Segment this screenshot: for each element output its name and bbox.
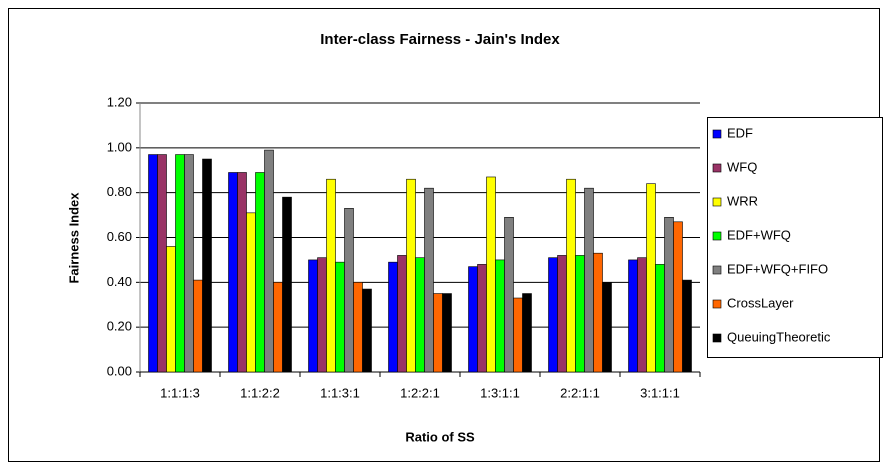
legend-label: QueuingTheoretic (727, 329, 831, 344)
bar (397, 255, 407, 373)
legend-label: EDF+WFQ (727, 227, 791, 242)
bar (282, 196, 292, 373)
y-tick-label: 0.20 (107, 319, 132, 334)
bar (237, 172, 247, 373)
bar (362, 288, 372, 373)
y-axis-label: Fairness Index (66, 192, 81, 284)
bar (228, 172, 238, 373)
y-tick-label: 0.40 (107, 274, 132, 289)
bar (246, 212, 256, 373)
x-axis-label: Ratio of SS (405, 429, 475, 444)
y-tick-label: 0.80 (107, 184, 132, 199)
x-tick-label: 1:3:1:1 (480, 385, 520, 400)
legend-swatch (712, 333, 722, 343)
bar (628, 259, 638, 373)
bar (202, 158, 212, 373)
bar (388, 261, 398, 373)
x-tick-label: 3:1:1:1 (640, 385, 680, 400)
bar (646, 183, 656, 373)
legend-label: EDF (727, 125, 753, 140)
bar (522, 293, 532, 373)
bar (317, 257, 327, 373)
bar (424, 187, 434, 373)
legend-swatch (712, 231, 722, 241)
bar (486, 176, 496, 373)
legend-label: CrossLayer (727, 295, 794, 310)
bar (433, 293, 443, 373)
x-tick-label: 1:1:1:3 (160, 385, 200, 400)
bar (566, 178, 576, 373)
legend-swatch (712, 129, 722, 139)
bar (344, 208, 354, 373)
bar (442, 293, 452, 373)
legend-swatch (712, 197, 722, 207)
x-tick-label: 1:2:2:1 (400, 385, 440, 400)
bar (308, 259, 318, 373)
x-tick-label: 1:1:3:1 (320, 385, 360, 400)
bar (157, 154, 167, 373)
bar (175, 154, 185, 373)
bar (148, 154, 158, 373)
x-tick-label: 2:2:1:1 (560, 385, 600, 400)
bar (326, 178, 336, 373)
bar (335, 261, 345, 373)
bar (593, 252, 603, 373)
legend-swatch (712, 163, 722, 173)
legend-box (707, 117, 883, 358)
bar (166, 246, 176, 373)
bar (477, 264, 487, 373)
bar (673, 221, 683, 373)
bar (602, 282, 612, 373)
bar (655, 264, 665, 373)
bar (504, 217, 514, 373)
bar (495, 259, 505, 373)
bar (353, 282, 363, 373)
y-tick-label: 0.60 (107, 229, 132, 244)
bar (548, 257, 558, 373)
bar (468, 266, 478, 373)
bar (255, 172, 265, 373)
legend-label: EDF+WFQ+FIFO (727, 261, 828, 276)
y-tick-label: 1.00 (107, 139, 132, 154)
bar (584, 187, 594, 373)
bar (637, 257, 647, 373)
y-tick-label: 0.00 (107, 363, 132, 378)
legend-swatch (712, 265, 722, 275)
bar (575, 255, 585, 373)
bar (557, 255, 567, 373)
chart-title: Inter-class Fairness - Jain's Index (320, 31, 560, 48)
x-tick-label: 1:1:2:2 (240, 385, 280, 400)
y-tick-label: 1.20 (107, 94, 132, 109)
bar (184, 154, 194, 373)
bar (406, 178, 416, 373)
bar (273, 282, 283, 373)
legend-label: WRR (727, 193, 758, 208)
legend-swatch (712, 299, 722, 309)
bar (513, 297, 523, 373)
legend-label: WFQ (727, 159, 757, 174)
bar (193, 279, 203, 373)
bar (264, 149, 274, 373)
bar (415, 257, 425, 373)
bar (664, 217, 674, 373)
bar (682, 279, 692, 373)
